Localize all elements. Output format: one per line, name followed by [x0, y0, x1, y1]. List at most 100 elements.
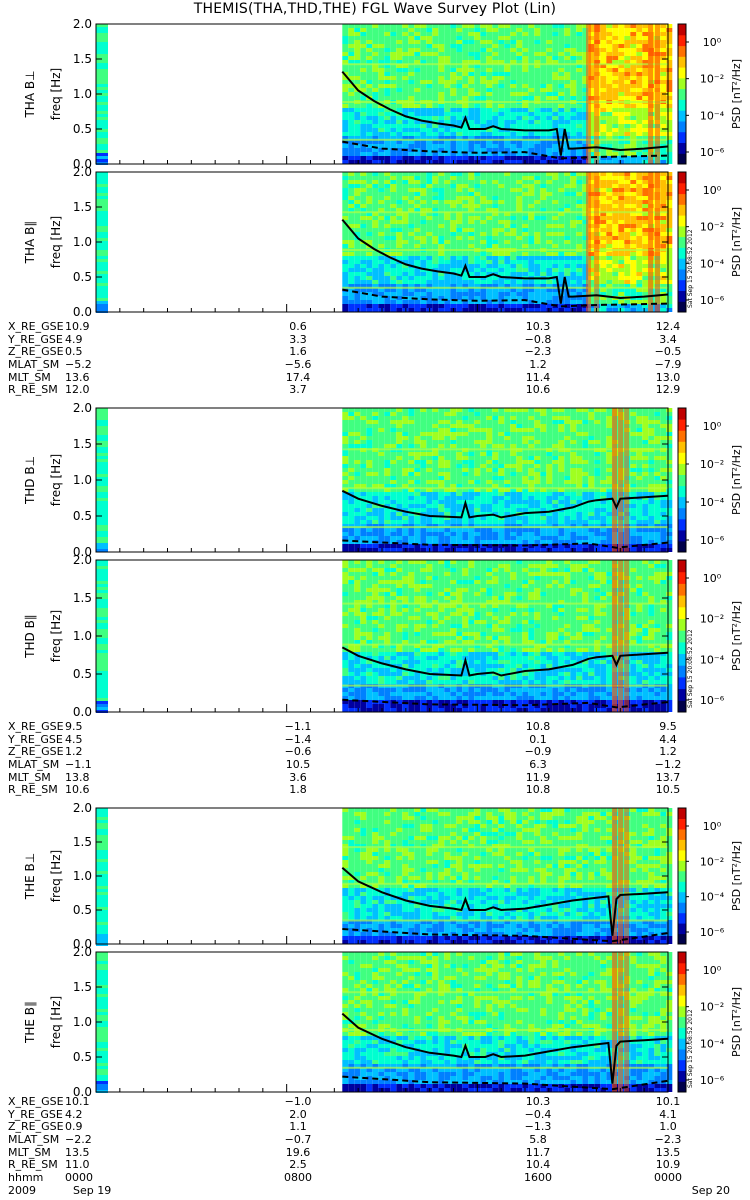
ephemeris-value-text: 3.3 [289, 332, 307, 346]
ephemeris-value-text: −0.8 [524, 332, 552, 346]
spectrogram-left-strip [96, 408, 108, 552]
y-tick-label: 0.0 [73, 705, 92, 719]
colorbar [678, 952, 686, 1093]
cutoff-line [341, 70, 668, 156]
y-tick-label: 0.5 [73, 667, 92, 681]
ephemeris-value-text: 17.4 [285, 370, 311, 384]
page-title: THEMIS(THA,THD,THE) FGL Wave Survey Plot… [193, 1, 557, 17]
ephemeris-value: 10.9 [65, 320, 90, 333]
y-tick-label: 0.5 [73, 903, 92, 917]
ephemeris-value-text: 10.9 [655, 1158, 681, 1172]
panel-tha-bperp: 2.0 1.5 1.0 0.5 0.0 THA B⊥ freq [Hz] 10⁰ 10⁻² 10⁻… [0, 17, 750, 171]
ephemeris-value-text: −1.1 [284, 720, 312, 733]
ephemeris-value-text: −0.4 [524, 1107, 552, 1121]
ephemeris-value-text: 2.5 [289, 1158, 307, 1172]
ephemeris-label: X_RE_GSE [8, 320, 64, 333]
spectrogram-cells [342, 952, 673, 1092]
colorbar-tick-label: 10⁻⁶ [700, 146, 725, 159]
harmonic-band [342, 526, 668, 529]
y-tick-label: 1.0 [73, 1015, 92, 1029]
ephemeris-value-text: −2.3 [654, 1133, 682, 1147]
ephemeris-value: 4.2 [65, 1107, 83, 1121]
y-tick-label: 0.5 [73, 1050, 92, 1064]
panel-the-bperp: 2.0 1.5 1.0 0.5 0.0 THE B⊥ freq [Hz] 10⁰ 10⁻² 10⁻… [0, 801, 750, 951]
colorbar-frame [677, 23, 687, 165]
ephemeris-value-text: −1.3 [524, 1120, 552, 1134]
component-label: THD B⊥ [23, 456, 37, 505]
y-tick-label: 2.0 [73, 945, 92, 959]
ephemeris-value: 0.9 [65, 1120, 83, 1134]
harmonic-band [342, 919, 668, 922]
ephemeris-value: 10.6 [65, 783, 90, 797]
y-tick-label: 2.0 [73, 801, 92, 815]
component-label: THE B∥ [23, 1001, 37, 1044]
timestamp-stamp: Sat Sep 15 20:08:52 2012 [687, 1009, 694, 1088]
colorbar-label: PSD [nT²/Hz] [730, 987, 743, 1057]
ephemeris-value-text: −1.2 [654, 758, 682, 772]
ephemeris-value-text: 4.1 [659, 1107, 677, 1121]
ephemeris-value-text: 4.4 [659, 732, 677, 746]
colorbar-frame [677, 559, 687, 713]
date-footer: 2009 Sep 19 Sep 20 [8, 1184, 738, 1198]
ephemeris-value: 9.5 [65, 720, 83, 733]
ephemeris-value: 1.2 [65, 745, 83, 759]
ephemeris-value-text: 10.5 [285, 758, 311, 772]
burst-column [594, 172, 599, 312]
colorbar-label: PSD [nT²/Hz] [730, 601, 743, 671]
cutoff-line [341, 489, 668, 519]
burst-column [655, 172, 660, 312]
ephemeris-label: Z_RE_GSE [8, 745, 64, 759]
colorbar-frame [677, 407, 687, 553]
y-tick-label: 0.0 [73, 937, 92, 951]
spectrogram-left-strip [96, 808, 108, 946]
colorbar-tick-label: 10⁻² [700, 613, 724, 626]
ephemeris-value-text: 13.5 [655, 1145, 681, 1159]
ephemeris-label: MLAT_SM [8, 1133, 60, 1147]
burst-column [586, 24, 591, 164]
harmonic-band [342, 684, 668, 687]
colorbar-tick-label: 10⁻² [700, 458, 724, 471]
colorbar [678, 24, 686, 165]
ephemeris-value-text: 13.0 [655, 370, 681, 384]
harmonic-band [342, 101, 668, 103]
burst-column [655, 24, 660, 164]
ephemeris-label: Y_RE_GSE [8, 732, 63, 746]
ephemeris-value-text: 9.5 [659, 720, 677, 733]
y-tick-label: 0.5 [73, 270, 92, 284]
ephemeris-value: 10.1 [65, 1095, 90, 1108]
burst-column [624, 560, 629, 712]
ephemeris-value: −5.2 [65, 358, 92, 372]
harmonic-band [342, 63, 668, 66]
ephemeris-value: 0000 [65, 1171, 93, 1185]
freq-axis-label: freq [Hz] [49, 216, 63, 268]
component-label: THA B∥ [23, 221, 37, 265]
colorbar-tick-label: 10⁰ [703, 964, 722, 977]
ephemeris-value: −2.2 [65, 1133, 92, 1147]
colorbar-tick-label: 10⁻⁴ [700, 653, 725, 666]
timestamp-stamp: Sat Sep 15 20:08:52 2012 [687, 229, 694, 308]
y-tick-label: 1.5 [73, 835, 92, 849]
burst-column [618, 808, 623, 944]
y-tick-label: 2.0 [73, 17, 92, 31]
burst-column [618, 560, 623, 712]
y-tick-label: 1.0 [73, 629, 92, 643]
ephemeris-value-text: 10.1 [655, 1095, 681, 1108]
ephemeris-value-text: 0.6 [289, 320, 307, 333]
ephemeris-value-text: 19.6 [285, 1145, 311, 1159]
ephemeris-value-text: 5.8 [529, 1133, 547, 1147]
colorbar-tick-label: 10⁻⁴ [700, 109, 725, 122]
ephemeris-value-text: 3.7 [289, 383, 307, 397]
ephemeris-label: Y_RE_GSE [8, 1107, 63, 1121]
panel-thd-bperp: 2.0 1.5 1.0 0.5 0.0 THD B⊥ freq [Hz] 10⁰ 10⁻² 10⁻… [0, 401, 750, 559]
harmonic-band [342, 286, 668, 289]
component-label: THA B⊥ [23, 70, 37, 118]
year-label: 2009 [8, 1184, 36, 1197]
start-date-label: Sep 19 [73, 1184, 112, 1197]
colorbar-tick-label: 10⁻⁶ [700, 694, 725, 707]
colorbar-tick-label: 10⁰ [703, 572, 722, 585]
ephemeris-label: X_RE_GSE [8, 720, 64, 733]
ephemeris-value-text: 10.6 [525, 383, 551, 397]
spectrogram-cells [342, 172, 673, 312]
component-label: THE B⊥ [23, 853, 37, 900]
ephemeris-value-text: 1600 [524, 1171, 552, 1185]
